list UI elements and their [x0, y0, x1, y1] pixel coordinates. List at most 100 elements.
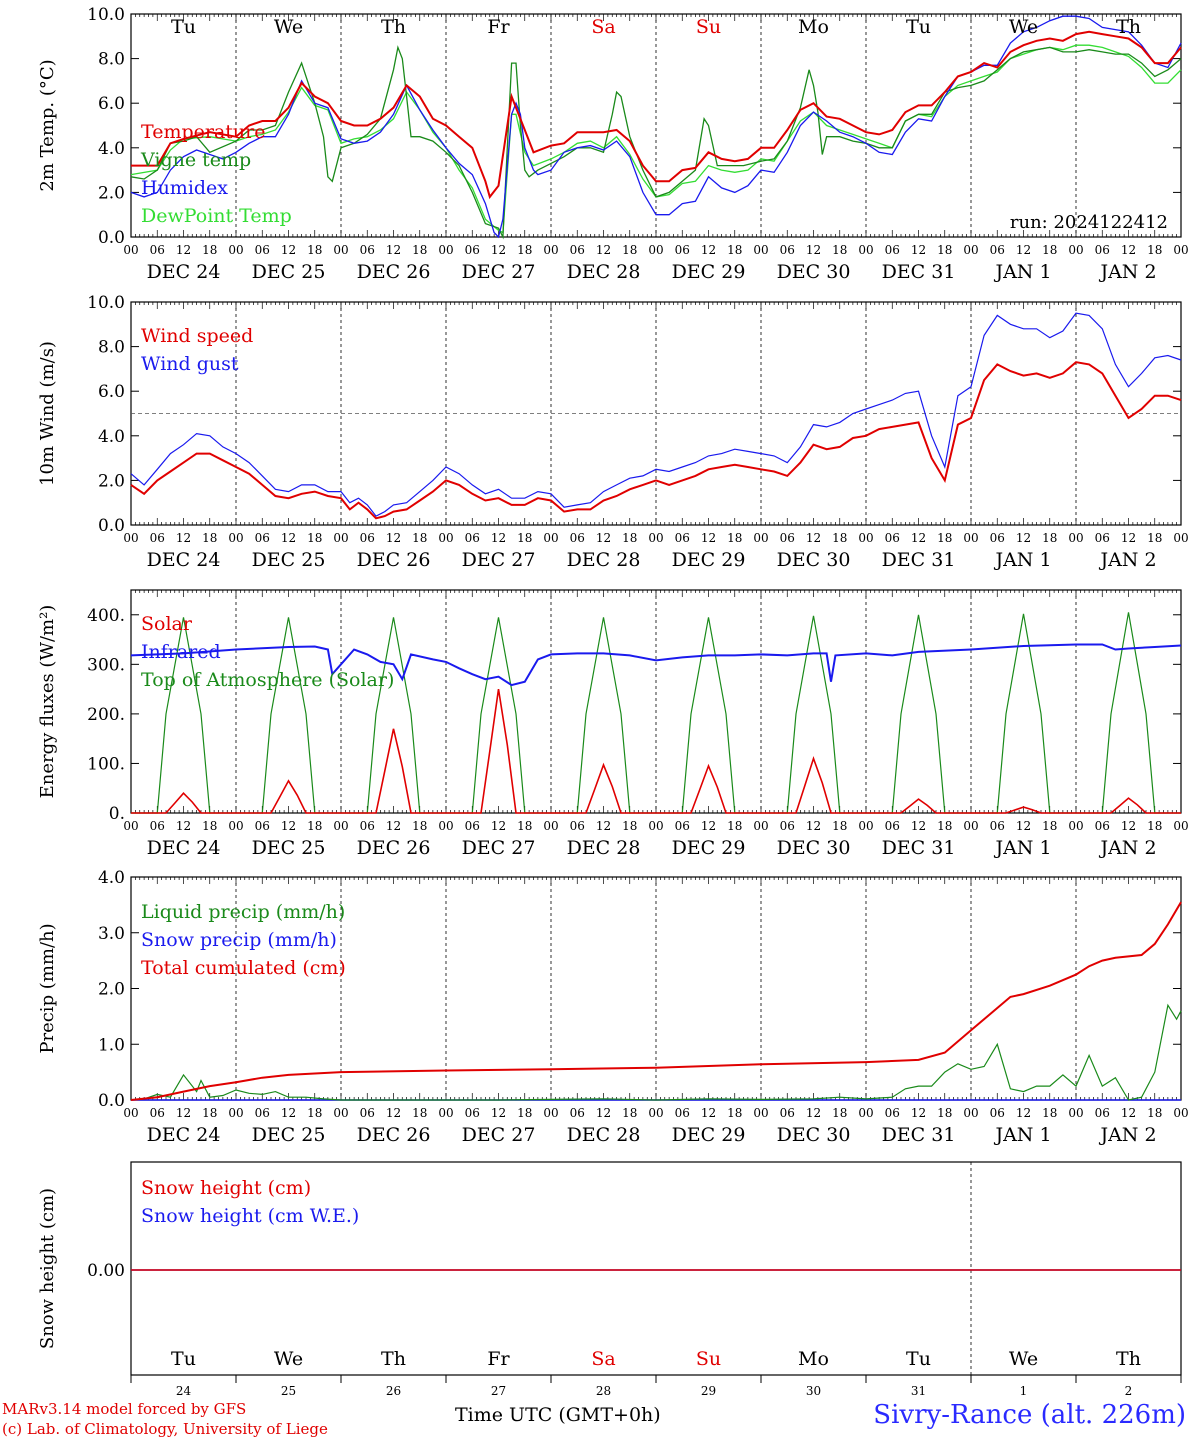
- hour-tick-label: 06: [570, 819, 585, 833]
- weekday-label: Fr: [487, 16, 510, 38]
- day-label: JAN 1: [993, 1124, 1051, 1146]
- legend-entry: Humidex: [141, 177, 228, 199]
- hour-tick-label: 06: [255, 1106, 270, 1120]
- hour-tick-label: 18: [727, 243, 742, 257]
- hour-tick-label: 06: [465, 531, 480, 545]
- panel-3: 00 06 12 18 00 06 12 18 00 06 12 18 00 06 12 18 00 06 12 18…: [37, 589, 1189, 859]
- day-number-label: 31: [911, 1384, 926, 1398]
- y-axis-label: 2m Temp. (°C): [37, 59, 58, 191]
- hour-tick-label: 00: [438, 819, 453, 833]
- hour-tick-label: 18: [1042, 531, 1057, 545]
- hour-tick-label: 06: [780, 243, 795, 257]
- weekday-label: Fr: [487, 1348, 510, 1370]
- day-label: DEC 28: [567, 261, 641, 283]
- legend-entry: Wind gust: [141, 353, 239, 375]
- series-line: [131, 688, 1181, 814]
- day-label: DEC 27: [462, 261, 536, 283]
- y-tick-label: 8.0: [98, 50, 125, 70]
- day-label: DEC 25: [252, 1124, 326, 1146]
- weekday-label: Tu: [906, 1348, 931, 1370]
- series-line: [130, 643, 1182, 687]
- hour-tick-label: 06: [570, 243, 585, 257]
- hour-tick-label: 18: [937, 243, 952, 257]
- hour-tick-label: 18: [412, 243, 427, 257]
- day-label: DEC 30: [777, 261, 851, 283]
- day-label: DEC 24: [147, 1124, 221, 1146]
- weekday-label: Mo: [798, 1348, 829, 1370]
- y-tick-label: 0.0: [98, 228, 125, 248]
- hour-tick-label: 06: [150, 1106, 165, 1120]
- day-number-label: 30: [806, 1384, 821, 1398]
- hour-tick-label: 00: [333, 243, 348, 257]
- hour-tick-label: 00: [753, 243, 768, 257]
- day-label: DEC 31: [882, 549, 956, 571]
- series-line: [131, 30, 1182, 200]
- hour-tick-label: 00: [123, 243, 138, 257]
- hour-tick-label: 00: [543, 1106, 558, 1120]
- day-number-label: 2: [1125, 1384, 1133, 1398]
- weekday-label: Sa: [591, 1348, 615, 1370]
- hour-tick-label: 00: [333, 819, 348, 833]
- hour-tick-label: 06: [465, 243, 480, 257]
- hour-tick-label: 18: [727, 1106, 742, 1120]
- y-tick-label: 2.0: [98, 471, 125, 491]
- y-tick-label: 0.0: [98, 516, 125, 536]
- hour-tick-label: 12: [1121, 243, 1136, 257]
- day-label: DEC 27: [462, 549, 536, 571]
- hour-tick-label: 00: [753, 819, 768, 833]
- hour-tick-label: 18: [937, 531, 952, 545]
- hour-tick-label: 00: [333, 1106, 348, 1120]
- day-label: DEC 26: [357, 837, 431, 859]
- hour-tick-label: 18: [202, 243, 217, 257]
- weekday-label: Th: [381, 1348, 406, 1370]
- hour-tick-label: 18: [307, 819, 322, 833]
- day-label: DEC 28: [567, 1124, 641, 1146]
- hour-tick-label: 12: [386, 243, 401, 257]
- hour-tick-label: 06: [255, 819, 270, 833]
- hour-tick-label: 18: [622, 819, 637, 833]
- series-line: [130, 312, 1182, 517]
- hour-tick-label: 12: [911, 531, 926, 545]
- day-label: JAN 2: [1098, 837, 1156, 859]
- hour-tick-label: 12: [596, 1106, 611, 1120]
- hour-tick-label: 00: [123, 1106, 138, 1120]
- y-tick-label: 3.0: [98, 924, 125, 944]
- weekday-label: Th: [1116, 16, 1141, 38]
- hour-tick-label: 18: [727, 819, 742, 833]
- hour-tick-label: 12: [1016, 1106, 1031, 1120]
- model-credit: MARv3.14 model forced by GFS: [2, 1400, 247, 1418]
- y-tick-label: 10.0: [87, 5, 125, 25]
- hour-tick-label: 06: [150, 243, 165, 257]
- hour-tick-label: 00: [543, 243, 558, 257]
- hour-tick-label: 12: [1016, 819, 1031, 833]
- day-number-label: 24: [176, 1384, 192, 1398]
- hour-tick-label: 00: [1173, 1106, 1188, 1120]
- y-tick-label: 1.0: [98, 1035, 125, 1055]
- hour-tick-label: 00: [648, 243, 663, 257]
- hour-tick-label: 06: [360, 531, 375, 545]
- hour-tick-label: 18: [412, 531, 427, 545]
- day-label: JAN 2: [1098, 549, 1156, 571]
- hour-tick-label: 18: [202, 531, 217, 545]
- weekday-label: We: [1009, 16, 1038, 38]
- hour-tick-label: 06: [675, 1106, 690, 1120]
- y-tick-label: 4.0: [98, 868, 125, 888]
- hour-tick-label: 00: [753, 1106, 768, 1120]
- legend-entry: Solar: [141, 613, 193, 635]
- hour-tick-label: 18: [832, 819, 847, 833]
- hour-tick-label: 06: [780, 531, 795, 545]
- hour-tick-label: 12: [596, 531, 611, 545]
- series-line: [130, 1003, 1182, 1101]
- hour-tick-label: 12: [491, 243, 506, 257]
- hour-tick-label: 00: [963, 243, 978, 257]
- y-axis-label: Energy fluxes (W/m²): [37, 605, 58, 799]
- hour-tick-label: 06: [255, 531, 270, 545]
- hour-tick-label: 12: [491, 819, 506, 833]
- hour-tick-label: 12: [386, 819, 401, 833]
- day-number-label: 27: [491, 1384, 506, 1398]
- hour-tick-label: 06: [1095, 819, 1110, 833]
- panel-5: 24 25 26 27 28 29 30 31 1 2 Snow height (cm) 0.00 Sn…: [37, 1161, 1182, 1398]
- hour-tick-label: 06: [675, 243, 690, 257]
- y-tick-label: 6.0: [98, 382, 125, 402]
- series-line: [130, 361, 1182, 520]
